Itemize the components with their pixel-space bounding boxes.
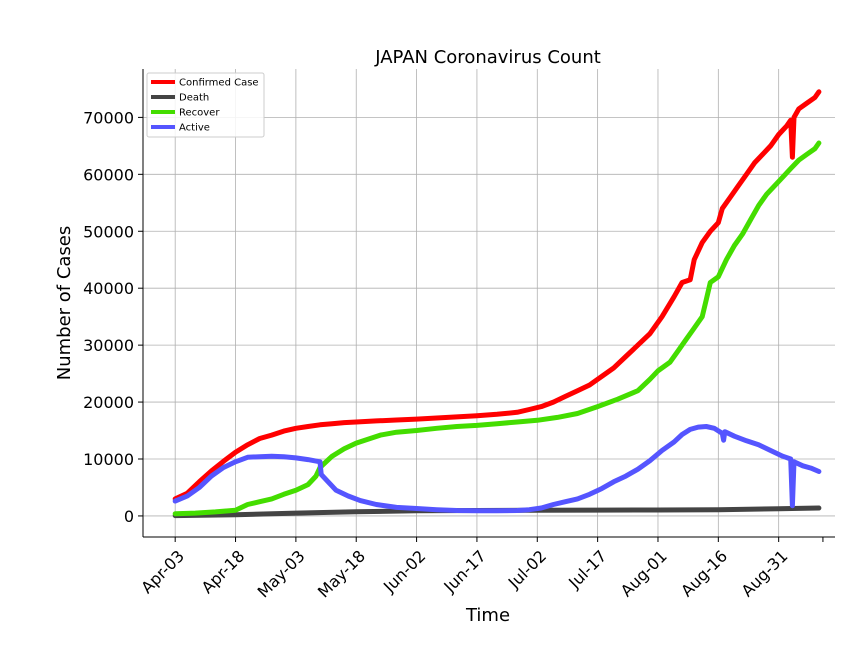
x-tick-label: May-18 (314, 546, 369, 601)
y-tick-label: 0 (124, 507, 134, 526)
y-tick-label: 70000 (83, 108, 134, 127)
x-tick-label: Jun-02 (379, 546, 429, 596)
x-tick-label: Apr-18 (198, 546, 249, 597)
legend-label: Recover (179, 108, 220, 119)
y-tick-label: 10000 (83, 450, 134, 469)
y-ticks: 0 10000 20000 30000 40000 50000 60000 70000 (83, 108, 143, 526)
y-tick-label: 40000 (83, 279, 134, 298)
legend-label: Active (179, 123, 210, 134)
legend: Confirmed Case Death Recover Active (146, 72, 265, 138)
x-tick-label: Aug-16 (677, 546, 731, 600)
series-group (172, 89, 822, 519)
legend-box (146, 72, 265, 138)
x-tick-label: Jul-02 (504, 546, 550, 592)
y-tick-label: 50000 (83, 222, 134, 241)
x-tick-label: Aug-01 (617, 546, 671, 600)
x-tick-label: Apr-03 (137, 546, 188, 597)
legend-label: Confirmed Case (179, 78, 259, 89)
series-line-recover (172, 140, 822, 517)
series-line-active (172, 424, 822, 514)
legend-label: Death (179, 93, 209, 104)
y-tick-label: 60000 (83, 165, 134, 184)
axes (142, 69, 835, 538)
y-axis-label: Number of Cases (54, 226, 75, 381)
chart-title: JAPAN Coronavirus Count (374, 47, 601, 68)
x-ticks: Apr-03 Apr-18 May-03 May-18 Jun-02 Jun-17 Jul-… (137, 537, 824, 602)
x-axis-label: Time (465, 605, 510, 626)
series-line-confirmed-case (172, 89, 822, 502)
y-tick-label: 20000 (83, 393, 134, 412)
x-tick-label: Jul-17 (564, 546, 610, 592)
x-tick-label: Jun-17 (439, 546, 489, 596)
x-tick-label: Aug-31 (737, 546, 791, 600)
grid (143, 69, 835, 537)
x-tick-label: May-03 (254, 546, 309, 601)
y-tick-label: 30000 (83, 336, 134, 355)
